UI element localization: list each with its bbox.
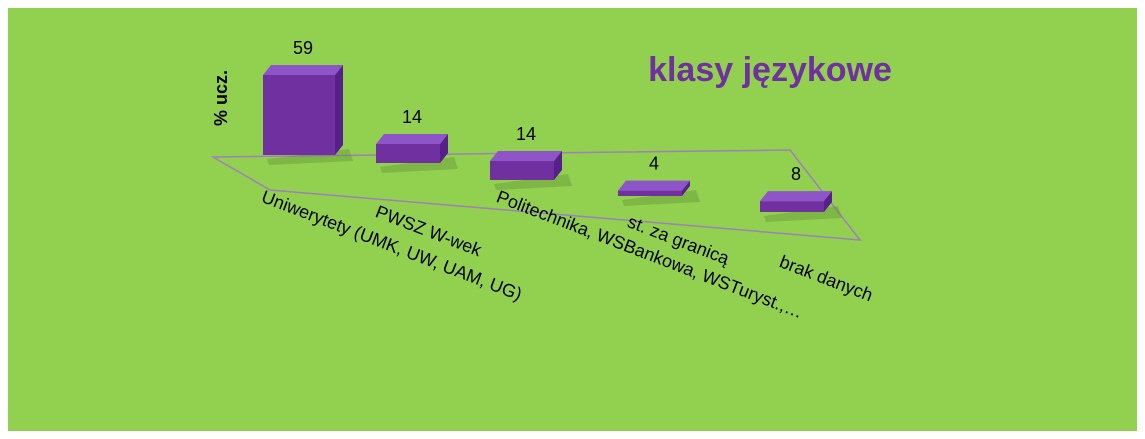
bar-side [824, 191, 832, 212]
data-label: 14 [516, 124, 536, 144]
chart-title: klasy językowe [648, 51, 892, 89]
data-label: 4 [649, 153, 659, 173]
data-label: 8 [791, 164, 801, 184]
bar-top [490, 151, 562, 162]
bar [760, 201, 824, 212]
bar-side [554, 151, 562, 180]
bar-side [335, 65, 343, 155]
bar-side [682, 180, 690, 196]
bar [376, 144, 440, 163]
data-label: 59 [293, 38, 313, 58]
y-axis-label: % ucz. [211, 70, 231, 126]
bar [263, 75, 335, 155]
bar-top [618, 180, 690, 191]
bar-top [263, 65, 343, 75]
bar-side [440, 134, 448, 163]
bar-top [376, 134, 448, 145]
bar-top [760, 191, 832, 202]
bar [490, 161, 554, 180]
bar [618, 190, 682, 196]
data-label: 14 [402, 107, 422, 127]
floor [210, 149, 862, 241]
background [8, 8, 1137, 431]
